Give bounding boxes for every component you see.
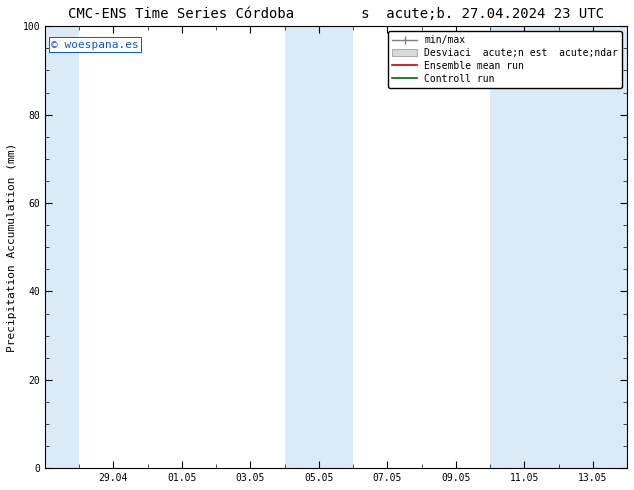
Text: © woespana.es: © woespana.es bbox=[51, 40, 139, 49]
Bar bbox=[490, 26, 559, 468]
Legend: min/max, Desviaci  acute;n est  acute;ndar, Ensemble mean run, Controll run: min/max, Desviaci acute;n est acute;ndar… bbox=[389, 31, 622, 88]
Y-axis label: Precipitation Accumulation (mm): Precipitation Accumulation (mm) bbox=[7, 143, 17, 352]
Bar bbox=[559, 26, 627, 468]
Bar bbox=[45, 26, 79, 468]
Title: CMC-ENS Time Series Córdoba        s  acute;b. 27.04.2024 23 UTC: CMC-ENS Time Series Córdoba s acute;b. 2… bbox=[68, 7, 604, 21]
Bar bbox=[285, 26, 353, 468]
